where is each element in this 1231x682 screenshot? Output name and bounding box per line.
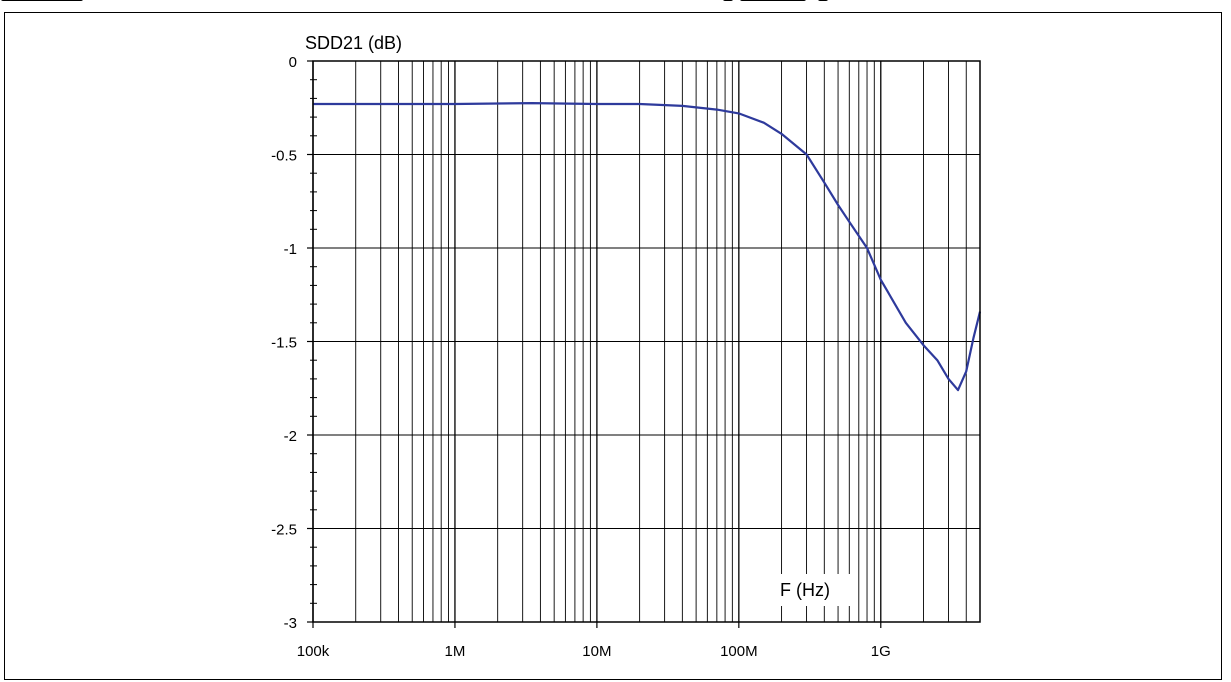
x-tick-label: 100k bbox=[297, 643, 330, 660]
series-point bbox=[716, 109, 718, 111]
series-point bbox=[780, 133, 783, 135]
x-tick-label: 10M bbox=[582, 643, 611, 660]
x-axis-label: F (Hz) bbox=[780, 580, 830, 600]
series-line bbox=[313, 102, 982, 392]
y-tick-label: -2 bbox=[284, 428, 297, 445]
y-tick-label: -3 bbox=[284, 615, 297, 632]
x-tick-label: 1M bbox=[445, 643, 466, 660]
y-tick-label: -1 bbox=[284, 241, 297, 258]
series-point bbox=[805, 153, 808, 156]
x-tick-label: 1G bbox=[871, 643, 891, 660]
series-point bbox=[763, 122, 765, 124]
grid bbox=[312, 60, 981, 623]
series-point bbox=[936, 359, 938, 361]
series-point bbox=[957, 389, 959, 391]
series-point bbox=[947, 378, 950, 380]
series-point bbox=[681, 105, 683, 107]
series-point bbox=[823, 181, 825, 184]
series-point bbox=[848, 221, 850, 223]
series-point bbox=[454, 103, 456, 105]
y-axis-label: SDD21 (dB) bbox=[305, 33, 402, 53]
series-point bbox=[880, 279, 882, 281]
y-tick-label: -2.5 bbox=[271, 522, 297, 539]
series-point bbox=[972, 337, 975, 339]
y-tick-label: -1.5 bbox=[271, 335, 297, 352]
cropped-caption-fragment bbox=[0, 0, 1231, 12]
y-tick-label: -0.5 bbox=[271, 148, 297, 165]
series-point bbox=[922, 344, 925, 346]
figure-frame bbox=[4, 12, 1222, 680]
series-point bbox=[596, 103, 598, 105]
series-point bbox=[905, 322, 907, 324]
series-point bbox=[965, 370, 967, 373]
series-layer bbox=[312, 102, 982, 392]
y-tick-label: 0 bbox=[289, 54, 297, 71]
x-tick-label: 100M bbox=[720, 643, 758, 660]
series-point bbox=[531, 102, 533, 104]
series-point bbox=[866, 247, 868, 249]
series-point bbox=[738, 112, 740, 114]
x-axis-label-background bbox=[774, 574, 854, 606]
series-point bbox=[837, 204, 839, 206]
series-point bbox=[639, 103, 641, 105]
